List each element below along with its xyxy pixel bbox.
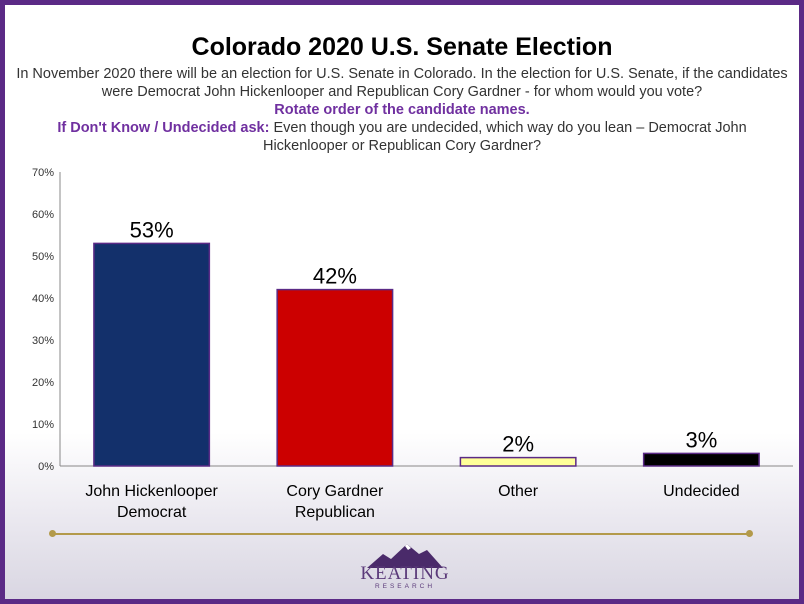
footer-dot (746, 530, 753, 537)
footer-divider (53, 533, 749, 535)
data-label: 53% (130, 217, 174, 242)
x-tick-label: Democrat (117, 504, 187, 521)
rotate-note: Rotate order of the candidate names. (274, 102, 530, 118)
bar (459, 456, 577, 467)
logo-subtitle: RESEARCH (374, 583, 436, 590)
logo-name: KEATING (360, 563, 450, 584)
x-tick-label: Undecided (663, 483, 740, 500)
data-label: 3% (685, 427, 717, 452)
x-tick-label: Cory Gardner (286, 483, 384, 500)
survey-question: In November 2020 there will be an electi… (16, 66, 788, 100)
y-tick-label: 60% (32, 209, 54, 221)
y-tick-label: 30% (32, 335, 54, 347)
x-tick-label: Other (498, 483, 539, 500)
data-label: 42% (313, 264, 357, 289)
followup-lead: If Don't Know / Undecided ask: (57, 120, 270, 136)
bar (276, 288, 394, 467)
y-tick-label: 20% (32, 377, 54, 389)
mountain-icon (367, 544, 443, 568)
y-tick-label: 50% (32, 251, 54, 263)
bar (642, 452, 760, 467)
slide: Colorado 2020 U.S. Senate Election In No… (5, 5, 799, 599)
chart-title: Colorado 2020 U.S. Senate Election (191, 33, 613, 61)
y-tick-label: 10% (32, 419, 54, 431)
bar (93, 242, 211, 467)
followup-text: Even though you are undecided, which way… (262, 120, 747, 154)
y-tick-label: 70% (32, 167, 54, 179)
footer-dot (49, 530, 56, 537)
keating-logo: KEATING RESEARCH (345, 540, 465, 596)
y-tick-label: 40% (32, 293, 54, 305)
x-tick-label: John Hickenlooper (85, 483, 218, 500)
followup-question: If Don't Know / Undecided ask: Even thou… (15, 119, 789, 155)
y-tick-label: 0% (38, 461, 54, 473)
data-label: 2% (502, 432, 534, 457)
x-tick-label: Republican (295, 504, 375, 521)
bar-chart: 0% 10% 20% 30% 40% 50% 60% 70% 53% John Hickenloo… (32, 167, 793, 521)
